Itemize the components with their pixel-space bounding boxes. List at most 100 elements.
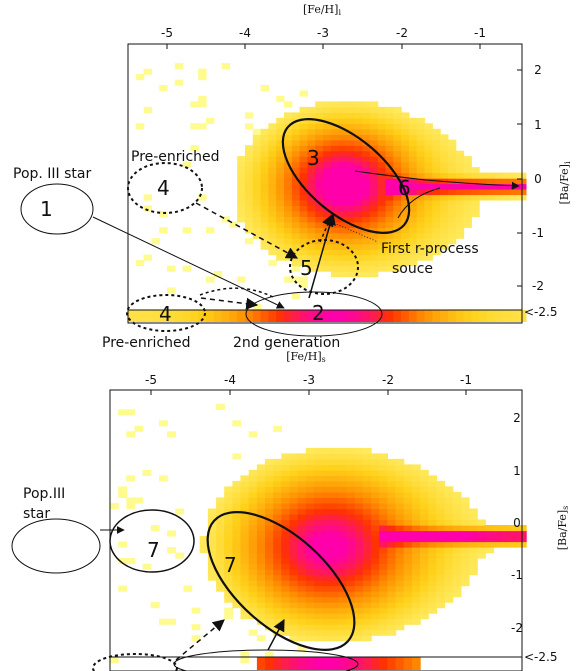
heatmap-cell <box>323 150 332 157</box>
heatmap-cell <box>477 519 486 526</box>
heatmap-cell <box>315 128 324 135</box>
heatmap-cell <box>216 558 225 565</box>
heatmap-cell <box>240 657 250 664</box>
heatmap-cell <box>291 161 301 168</box>
heatmap-cell <box>346 101 355 108</box>
ellipse-7-main <box>206 511 356 651</box>
label-2: 2 <box>312 301 325 325</box>
heatmap-cell <box>371 602 380 609</box>
heatmap-cell <box>377 117 387 124</box>
heatmap-cell <box>436 491 446 498</box>
heatmap-cell <box>408 227 418 234</box>
heatmap-cell <box>432 238 441 245</box>
heatmap-cell <box>471 172 480 179</box>
heatmap-cell <box>463 178 472 185</box>
heatmap-cell <box>268 183 277 190</box>
heatmap-cell <box>224 563 233 570</box>
heatmap-cell <box>354 541 364 548</box>
heatmap-cell <box>346 106 355 113</box>
heatmap-cell <box>273 552 282 559</box>
heatmap-cell <box>432 145 441 152</box>
ellipse-bottom-floor-dashed <box>92 653 178 671</box>
heatmap-cell <box>387 530 397 537</box>
heatmap-cell <box>424 254 433 261</box>
heatmap-cell <box>420 563 429 570</box>
heatmap-cell <box>385 205 394 212</box>
bottom-xaxis-title-main: [Fe/H] <box>286 350 321 363</box>
heatmap-cell <box>354 150 363 157</box>
heatmap-cell <box>362 156 371 163</box>
heatmap-cell <box>362 134 371 141</box>
top-xtick-label: -3 <box>317 26 329 40</box>
heatmap-cell <box>190 101 199 108</box>
heatmap-cell <box>362 596 372 603</box>
heatmap-cell <box>174 63 184 70</box>
heatmap-cell <box>273 425 282 432</box>
heatmap-cell <box>416 243 426 250</box>
heatmap-cell <box>440 139 449 146</box>
heatmap-cell <box>315 123 324 130</box>
heatmap-cell <box>354 547 364 554</box>
heatmap-cell <box>305 469 315 476</box>
heatmap-cell <box>299 161 308 168</box>
heatmap-cell <box>314 574 323 581</box>
heatmap-cell <box>305 458 315 465</box>
heatmap-cell <box>346 447 356 454</box>
heatmap-cell <box>299 172 308 179</box>
heatmap-cell <box>377 265 387 272</box>
heatmap-cell <box>346 145 355 152</box>
heatmap-cell <box>403 514 413 521</box>
heatmap-cell <box>284 172 293 179</box>
heatmap-cell <box>403 563 413 570</box>
heatmap-cell <box>330 227 340 234</box>
heatmap-cell <box>379 514 388 521</box>
heatmap-cell <box>395 514 405 521</box>
heatmap-cell <box>330 112 340 119</box>
heatmap-cell <box>314 514 323 521</box>
heatmap-cell <box>440 199 449 206</box>
arc-4-bottom <box>199 287 276 299</box>
heatmap-cell <box>408 183 418 190</box>
heatmap-cell <box>393 221 402 228</box>
heatmap-cell <box>248 519 258 526</box>
heatmap-cell <box>479 172 488 179</box>
heatmap-cell <box>299 249 308 256</box>
heatmap-cell <box>420 574 429 581</box>
heatmap-cell <box>408 189 418 196</box>
heatmap-cell <box>432 221 441 228</box>
heatmap-cell <box>485 525 495 532</box>
heatmap-cell <box>240 591 250 598</box>
heatmap-cell <box>377 134 387 141</box>
heatmap-cell <box>460 569 470 576</box>
heatmap-cell <box>315 178 324 185</box>
heatmap-cell <box>248 552 258 559</box>
heatmap-cell <box>256 613 266 620</box>
heatmap-cell <box>299 210 308 217</box>
heatmap-cell <box>315 112 324 119</box>
heatmap-cell <box>232 591 242 598</box>
heatmap-cell <box>444 596 454 603</box>
heatmap-cell <box>237 210 246 217</box>
heatmap-cell <box>299 106 308 113</box>
heatmap-cell <box>463 194 472 201</box>
heatmap-cell <box>362 112 371 119</box>
heatmap-cell <box>393 199 402 206</box>
heatmap-cell <box>362 447 372 454</box>
heatmap-cell <box>291 156 301 163</box>
heatmap-cell <box>420 547 429 554</box>
heatmap-cell <box>315 216 324 223</box>
heatmap-cell <box>346 624 356 631</box>
heatmap-cell <box>299 167 308 174</box>
heatmap-cell <box>142 469 152 476</box>
heatmap-cell <box>297 525 307 532</box>
heatmap-cell <box>256 569 266 576</box>
heatmap-cell <box>444 514 454 521</box>
heatmap-cell <box>346 232 355 239</box>
heatmap-cell <box>447 139 457 146</box>
first-r-process-label-2: souce <box>392 261 433 277</box>
heatmap-cell <box>411 491 421 498</box>
heatmap-cell <box>289 563 299 570</box>
top-yaxis-title-sub: i <box>563 161 572 164</box>
heatmap-cell <box>248 503 258 510</box>
heatmap-cell <box>291 128 301 135</box>
